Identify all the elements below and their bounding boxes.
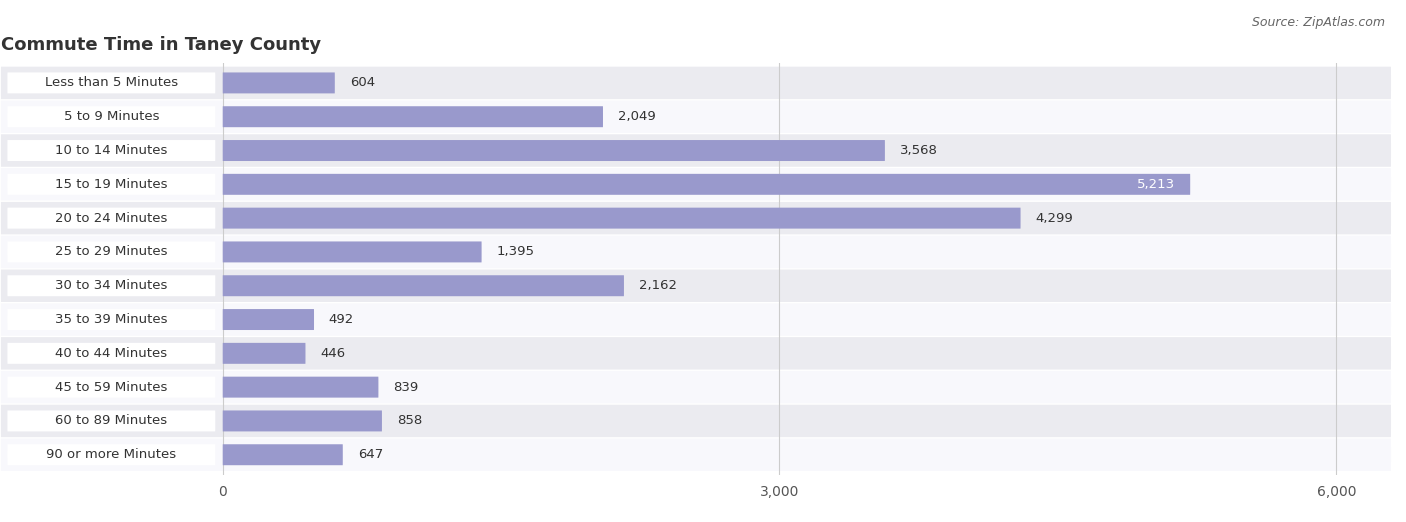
Text: 5,213: 5,213 <box>1137 178 1175 191</box>
Text: 1,395: 1,395 <box>496 245 534 258</box>
Text: 20 to 24 Minutes: 20 to 24 Minutes <box>55 211 167 224</box>
Text: 604: 604 <box>350 76 375 89</box>
Text: 25 to 29 Minutes: 25 to 29 Minutes <box>55 245 167 258</box>
FancyBboxPatch shape <box>7 140 215 161</box>
Text: 15 to 19 Minutes: 15 to 19 Minutes <box>55 178 167 191</box>
FancyBboxPatch shape <box>7 275 215 296</box>
FancyBboxPatch shape <box>1 168 1391 200</box>
Text: 35 to 39 Minutes: 35 to 39 Minutes <box>55 313 167 326</box>
FancyBboxPatch shape <box>222 410 382 431</box>
FancyBboxPatch shape <box>222 73 335 93</box>
FancyBboxPatch shape <box>1 371 1391 404</box>
FancyBboxPatch shape <box>222 208 1021 229</box>
Text: 90 or more Minutes: 90 or more Minutes <box>46 448 176 461</box>
Text: 839: 839 <box>394 381 419 394</box>
FancyBboxPatch shape <box>1 101 1391 133</box>
FancyBboxPatch shape <box>222 343 305 364</box>
FancyBboxPatch shape <box>7 208 215 229</box>
Text: 45 to 59 Minutes: 45 to 59 Minutes <box>55 381 167 394</box>
FancyBboxPatch shape <box>7 174 215 195</box>
FancyBboxPatch shape <box>222 174 1191 195</box>
Text: 2,049: 2,049 <box>617 110 655 123</box>
FancyBboxPatch shape <box>222 106 603 127</box>
Text: 3,568: 3,568 <box>900 144 938 157</box>
FancyBboxPatch shape <box>1 269 1391 302</box>
FancyBboxPatch shape <box>7 410 215 431</box>
Text: 858: 858 <box>396 414 422 428</box>
FancyBboxPatch shape <box>1 438 1391 471</box>
Text: 446: 446 <box>321 347 346 360</box>
Text: Source: ZipAtlas.com: Source: ZipAtlas.com <box>1251 16 1385 29</box>
FancyBboxPatch shape <box>1 303 1391 336</box>
FancyBboxPatch shape <box>222 309 314 330</box>
FancyBboxPatch shape <box>1 134 1391 167</box>
FancyBboxPatch shape <box>7 73 215 93</box>
FancyBboxPatch shape <box>7 377 215 398</box>
Text: 30 to 34 Minutes: 30 to 34 Minutes <box>55 279 167 292</box>
Text: 647: 647 <box>357 448 382 461</box>
FancyBboxPatch shape <box>7 242 215 263</box>
Text: 4,299: 4,299 <box>1035 211 1073 224</box>
FancyBboxPatch shape <box>1 236 1391 268</box>
FancyBboxPatch shape <box>222 275 624 296</box>
Text: Less than 5 Minutes: Less than 5 Minutes <box>45 76 179 89</box>
Text: 5 to 9 Minutes: 5 to 9 Minutes <box>63 110 159 123</box>
Text: 60 to 89 Minutes: 60 to 89 Minutes <box>55 414 167 428</box>
FancyBboxPatch shape <box>1 67 1391 99</box>
FancyBboxPatch shape <box>7 309 215 330</box>
FancyBboxPatch shape <box>222 444 343 465</box>
FancyBboxPatch shape <box>1 202 1391 234</box>
FancyBboxPatch shape <box>7 444 215 465</box>
FancyBboxPatch shape <box>222 242 482 263</box>
FancyBboxPatch shape <box>1 405 1391 437</box>
Text: 10 to 14 Minutes: 10 to 14 Minutes <box>55 144 167 157</box>
FancyBboxPatch shape <box>7 343 215 364</box>
Text: 40 to 44 Minutes: 40 to 44 Minutes <box>55 347 167 360</box>
FancyBboxPatch shape <box>1 337 1391 370</box>
Text: Commute Time in Taney County: Commute Time in Taney County <box>1 36 321 54</box>
Text: 492: 492 <box>329 313 354 326</box>
FancyBboxPatch shape <box>222 377 378 398</box>
FancyBboxPatch shape <box>222 140 884 161</box>
FancyBboxPatch shape <box>7 106 215 127</box>
Text: 2,162: 2,162 <box>638 279 676 292</box>
